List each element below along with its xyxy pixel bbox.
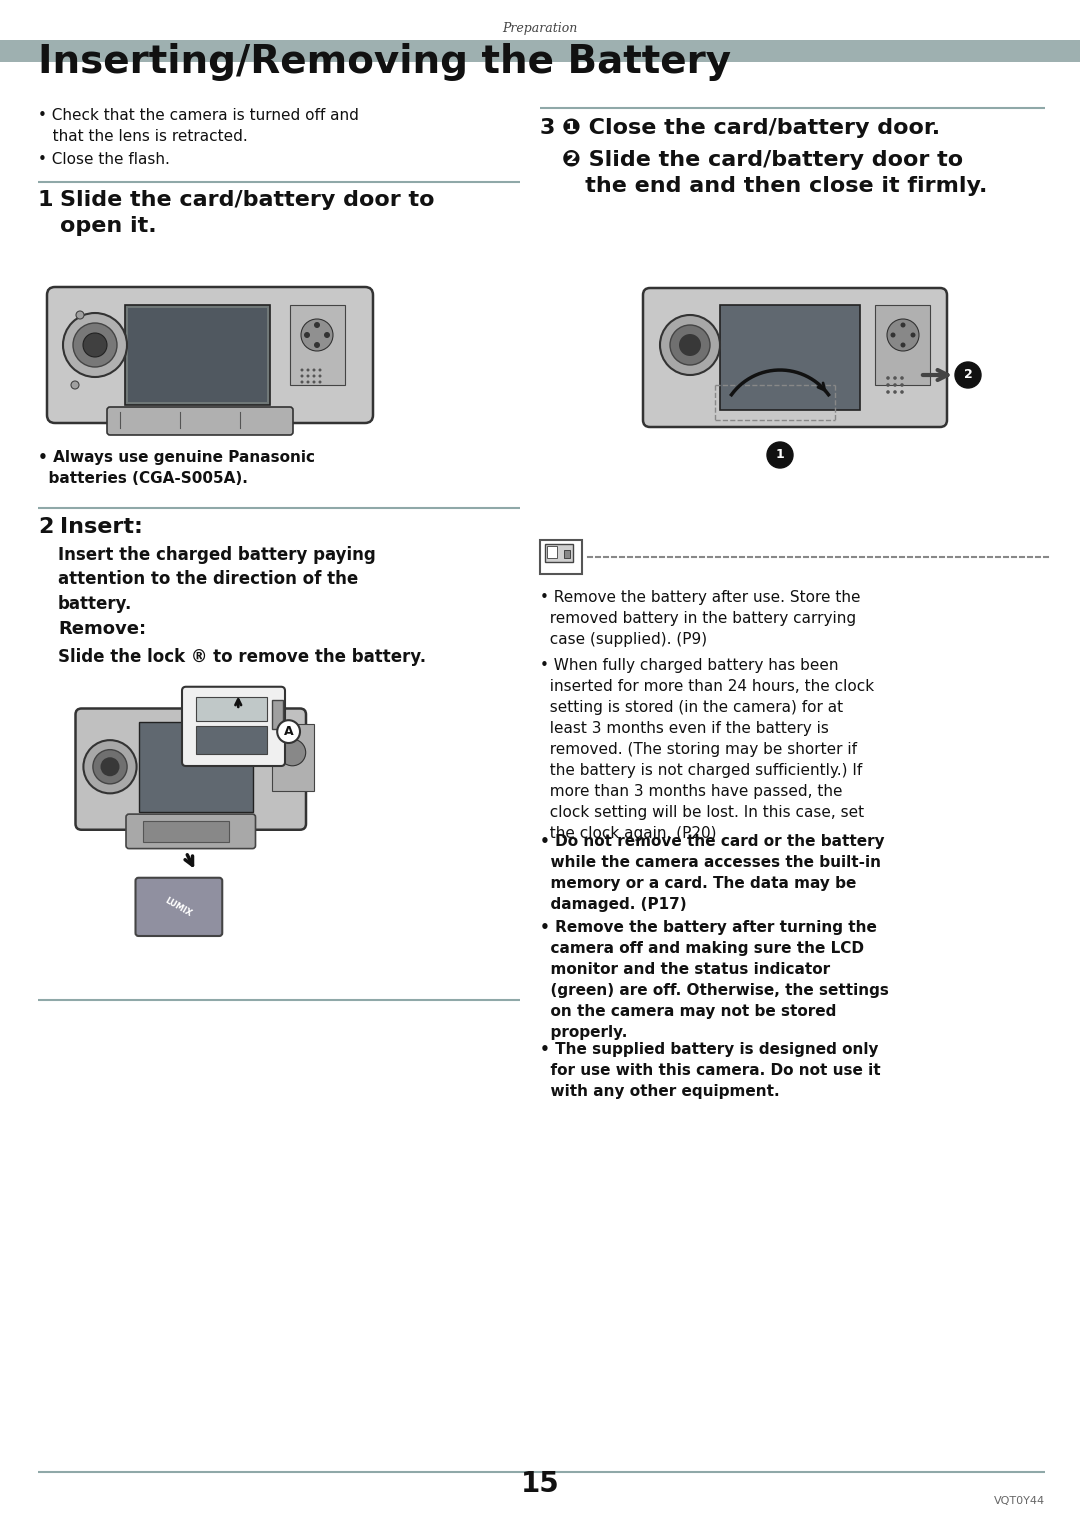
- Text: Slide the card/battery door to
open it.: Slide the card/battery door to open it.: [60, 190, 434, 236]
- Bar: [125, 305, 270, 405]
- Bar: [195, 726, 267, 755]
- Circle shape: [901, 384, 904, 387]
- Text: • When fully charged battery has been
  inserted for more than 24 hours, the clo: • When fully charged battery has been in…: [540, 658, 874, 841]
- Circle shape: [63, 313, 127, 377]
- Text: 3: 3: [540, 118, 555, 138]
- Text: 2: 2: [38, 517, 53, 537]
- Circle shape: [901, 390, 904, 394]
- Text: • Do not remove the card or the battery
  while the camera accesses the built-in: • Do not remove the card or the battery …: [540, 834, 885, 913]
- Circle shape: [73, 324, 117, 367]
- Circle shape: [301, 319, 333, 351]
- Circle shape: [303, 331, 310, 337]
- Circle shape: [910, 333, 916, 337]
- Bar: [144, 821, 229, 842]
- FancyBboxPatch shape: [126, 815, 256, 848]
- Circle shape: [100, 758, 120, 776]
- Circle shape: [300, 368, 303, 371]
- Bar: [0, 40, 1080, 61]
- Text: VQT0Y44: VQT0Y44: [994, 1496, 1045, 1506]
- Circle shape: [319, 368, 322, 371]
- Circle shape: [901, 342, 905, 348]
- Text: 1: 1: [775, 448, 784, 462]
- Bar: [720, 305, 860, 410]
- Text: 15: 15: [521, 1470, 559, 1499]
- Text: 2: 2: [963, 368, 972, 382]
- Text: Insert the charged battery paying
attention to the direction of the
battery.: Insert the charged battery paying attent…: [58, 546, 376, 612]
- Circle shape: [76, 311, 84, 319]
- Circle shape: [312, 380, 315, 384]
- Circle shape: [93, 750, 127, 784]
- Circle shape: [307, 368, 310, 371]
- Circle shape: [71, 380, 79, 390]
- Text: A: A: [284, 726, 294, 738]
- Circle shape: [887, 384, 890, 387]
- Text: Remove:: Remove:: [58, 620, 146, 638]
- Bar: [195, 698, 267, 721]
- Bar: [271, 724, 314, 790]
- Circle shape: [901, 322, 905, 327]
- Text: Preparation: Preparation: [502, 21, 578, 35]
- Bar: [564, 551, 570, 558]
- Circle shape: [887, 390, 890, 394]
- Bar: [540, 540, 582, 574]
- Bar: [546, 546, 557, 558]
- Bar: [271, 700, 283, 729]
- Circle shape: [278, 719, 300, 742]
- Circle shape: [312, 374, 315, 377]
- Circle shape: [767, 442, 793, 468]
- Circle shape: [300, 374, 303, 377]
- Circle shape: [887, 376, 890, 380]
- Circle shape: [319, 380, 322, 384]
- FancyBboxPatch shape: [48, 287, 373, 423]
- Circle shape: [319, 374, 322, 377]
- FancyBboxPatch shape: [183, 687, 285, 765]
- Circle shape: [887, 319, 919, 351]
- Circle shape: [312, 368, 315, 371]
- Circle shape: [314, 322, 320, 328]
- FancyBboxPatch shape: [76, 709, 306, 830]
- Circle shape: [891, 333, 895, 337]
- Circle shape: [679, 334, 701, 356]
- Text: Slide the lock ® to remove the battery.: Slide the lock ® to remove the battery.: [58, 647, 427, 666]
- Text: • Remove the battery after turning the
  camera off and making sure the LCD
  mo: • Remove the battery after turning the c…: [540, 920, 889, 1040]
- Circle shape: [660, 314, 720, 374]
- Text: • Always use genuine Panasonic
  batteries (CGA-S005A).: • Always use genuine Panasonic batteries…: [38, 449, 315, 486]
- Circle shape: [300, 380, 303, 384]
- Text: ❶ Close the card/battery door.: ❶ Close the card/battery door.: [562, 118, 940, 138]
- Bar: [545, 545, 573, 561]
- FancyBboxPatch shape: [643, 288, 947, 426]
- Text: ❷ Slide the card/battery door to
   the end and then close it firmly.: ❷ Slide the card/battery door to the end…: [562, 150, 987, 196]
- Circle shape: [893, 384, 896, 387]
- Circle shape: [307, 374, 310, 377]
- Bar: [875, 305, 930, 385]
- Text: • Close the flash.: • Close the flash.: [38, 152, 170, 167]
- Circle shape: [314, 342, 320, 348]
- Text: • Remove the battery after use. Store the
  removed battery in the battery carry: • Remove the battery after use. Store th…: [540, 591, 861, 647]
- Text: • Check that the camera is turned off and
   that the lens is retracted.: • Check that the camera is turned off an…: [38, 107, 359, 144]
- Text: LUMIX: LUMIX: [163, 896, 193, 919]
- Circle shape: [893, 376, 896, 380]
- Circle shape: [307, 380, 310, 384]
- Circle shape: [324, 331, 330, 337]
- Bar: [138, 723, 253, 813]
- Text: • The supplied battery is designed only
  for use with this camera. Do not use i: • The supplied battery is designed only …: [540, 1042, 880, 1098]
- Circle shape: [83, 333, 107, 357]
- Circle shape: [83, 739, 136, 793]
- Text: Insert:: Insert:: [60, 517, 143, 537]
- FancyBboxPatch shape: [135, 877, 222, 936]
- Text: 1: 1: [38, 190, 54, 210]
- Circle shape: [279, 739, 306, 765]
- FancyBboxPatch shape: [107, 407, 293, 436]
- Text: Inserting/Removing the Battery: Inserting/Removing the Battery: [38, 43, 731, 81]
- Circle shape: [670, 325, 710, 365]
- Circle shape: [901, 376, 904, 380]
- Bar: [291, 305, 345, 385]
- Bar: [129, 308, 267, 402]
- Circle shape: [955, 362, 981, 388]
- Circle shape: [893, 390, 896, 394]
